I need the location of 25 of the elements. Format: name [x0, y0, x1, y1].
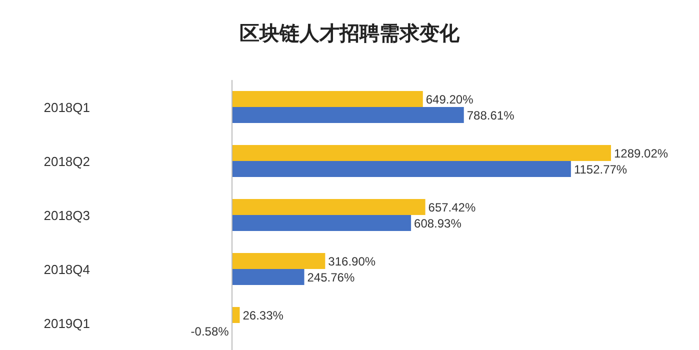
data-label: 26.33%: [242, 308, 284, 322]
data-label: 788.61%: [466, 108, 515, 122]
chart-title: 区块链人才招聘需求变化: [240, 22, 460, 45]
bar: [232, 307, 240, 323]
data-label: 657.42%: [428, 200, 476, 214]
y-tick-label: 2019Q1: [44, 316, 90, 331]
y-tick-label: 2018Q4: [44, 262, 90, 277]
bar: [232, 107, 464, 123]
y-tick-label: 2018Q1: [44, 100, 90, 115]
y-tick-label: 2018Q3: [44, 208, 90, 223]
bar: [232, 199, 426, 215]
data-label: 649.20%: [426, 92, 474, 106]
bar: [232, 161, 571, 177]
data-label: 245.76%: [307, 270, 355, 284]
data-label: -0.58%: [190, 324, 230, 338]
data-label: 1152.77%: [574, 162, 628, 176]
data-label: 316.90%: [328, 254, 376, 268]
y-tick-label: 2018Q2: [44, 154, 90, 169]
bar: [232, 91, 423, 107]
data-label: 608.93%: [414, 216, 462, 230]
data-label: 1289.02%: [614, 146, 668, 160]
bar: [232, 269, 304, 285]
bar: [232, 253, 326, 269]
bar: [232, 215, 412, 231]
bar: [232, 145, 611, 161]
